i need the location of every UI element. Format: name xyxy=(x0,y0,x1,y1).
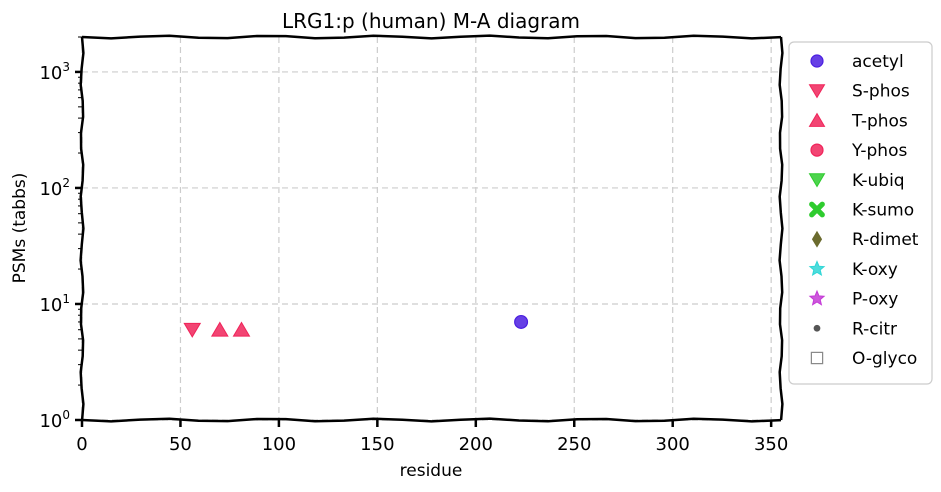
y-tick-label: 103 xyxy=(39,60,70,84)
frame-top xyxy=(81,34,782,40)
x-tick-label: 350 xyxy=(754,434,788,455)
grid-lines xyxy=(81,37,781,421)
x-tick-label: 300 xyxy=(656,434,690,455)
data-point-t-phos xyxy=(210,321,229,337)
x-tick-label: 150 xyxy=(360,434,394,455)
legend-marker-k-ubiq xyxy=(808,173,826,188)
legend-label: K-sumo xyxy=(852,201,914,221)
frame-bottom xyxy=(81,417,782,423)
y-tick-label: 101 xyxy=(39,292,70,316)
legend-marker-k-sumo xyxy=(809,201,825,218)
y-tick-label: 100 xyxy=(39,408,70,432)
legend-marker-k-oxy xyxy=(808,260,826,277)
y-axis-ticks: 100 101 102 103 xyxy=(39,36,82,432)
legend-label: acetyl xyxy=(852,52,904,72)
legend-label: T-phos xyxy=(851,111,908,131)
legend-label: K-ubiq xyxy=(852,171,905,191)
x-axis-label: residue xyxy=(400,461,463,481)
x-tick-label: 100 xyxy=(262,434,296,455)
legend-marker-y-phos xyxy=(810,143,824,157)
legend-marker-k-sumo-stroke xyxy=(809,201,825,218)
legend-label: K-oxy xyxy=(852,260,898,280)
legend-marker-o-glyco xyxy=(810,351,824,365)
legend-label: S-phos xyxy=(852,82,910,102)
y-axis-label: PSMs (tabbs) xyxy=(10,173,30,284)
plot-frame xyxy=(79,34,784,423)
x-tick-label: 200 xyxy=(459,434,493,455)
data-point-acetyl xyxy=(514,314,529,329)
data-point-t-phos xyxy=(232,321,251,337)
legend-label: R-dimet xyxy=(852,230,919,250)
legend-marker-acetyl xyxy=(810,54,824,68)
legend-label: O-glyco xyxy=(852,349,917,369)
y-tick-label: 102 xyxy=(39,176,70,200)
legend-marker-t-phos xyxy=(808,112,826,127)
data-point-s-phos xyxy=(183,322,202,338)
frame-left xyxy=(79,36,85,421)
data-points xyxy=(183,314,529,338)
x-tick-label: 0 xyxy=(76,434,87,455)
frame-right xyxy=(778,36,784,421)
legend-label: R-citr xyxy=(852,319,897,339)
legend-label: P-oxy xyxy=(852,290,898,310)
legend-marker-r-dimet xyxy=(811,230,823,248)
legend-box xyxy=(788,41,933,385)
x-tick-label: 250 xyxy=(557,434,591,455)
legend: acetyl S-phos T-phos Y-phos K-ubiq K-sumo R-di… xyxy=(788,41,933,385)
chart-title: LRG1:p (human) M-A diagram xyxy=(282,9,580,33)
legend-marker-r-citr xyxy=(813,324,821,332)
legend-marker-s-phos xyxy=(808,84,826,99)
x-tick-label: 50 xyxy=(169,434,192,455)
x-axis-ticks: 0 50 100 150 200 250 300 350 xyxy=(76,420,788,455)
legend-marker-p-oxy xyxy=(808,289,826,306)
legend-label: Y-phos xyxy=(851,141,907,161)
